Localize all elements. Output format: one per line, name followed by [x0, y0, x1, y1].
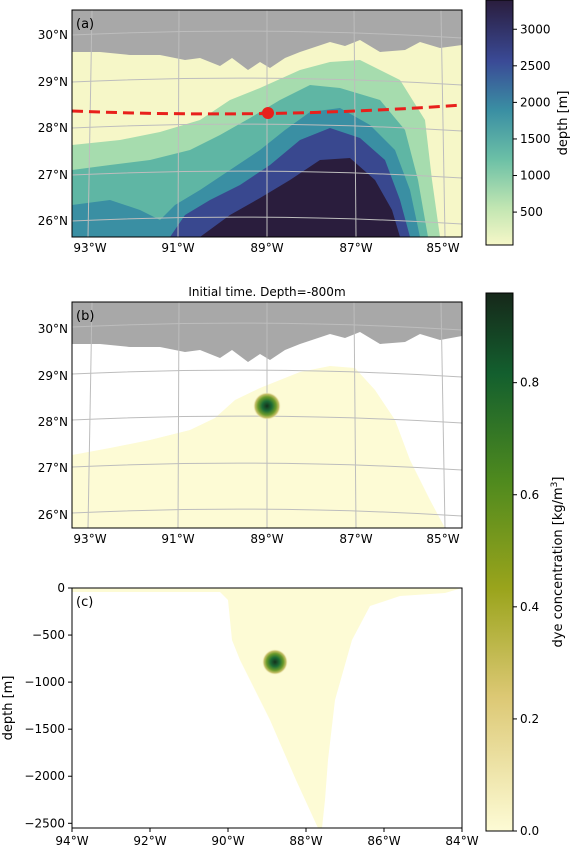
dye-patch-b — [253, 392, 281, 420]
dye-section-region — [72, 588, 462, 828]
panel-c-y-tick-label: −1500 — [24, 722, 65, 736]
depth-colorbar-tick-label: 2000 — [520, 95, 551, 109]
depth-colorbar-bar — [485, 0, 514, 246]
panel-c-x-tick-label: 92°W — [133, 834, 166, 848]
panel-c-y-ticks: 0 −500 −1000 −1500 −2000 −2500 — [24, 581, 72, 830]
panel-c-y-tick-label: −1000 — [24, 675, 65, 689]
dye-colorbar-bar — [485, 292, 514, 832]
panel-c-y-tick-label: −2000 — [24, 769, 65, 783]
panel-a-lat-ticks: 30°N 29°N 28°N 27°N 26°N — [38, 28, 68, 228]
lat-tick: 26°N — [38, 508, 68, 522]
section-marker — [262, 107, 274, 119]
lon-tick: 87°W — [339, 532, 372, 546]
panel-c: (c) 94°W 92°W 90°W 88°W 86°W 84°W 0 −500 −1000 −… — [1, 581, 479, 848]
panel-c-x-tick-label: 84°W — [445, 834, 478, 848]
panel-c-label: (c) — [76, 595, 93, 610]
lon-tick: 89°W — [250, 241, 283, 255]
panel-b-label: (b) — [76, 309, 94, 324]
lat-tick: 30°N — [38, 28, 68, 42]
panel-c-x-tick-label: 88°W — [289, 834, 322, 848]
depth-colorbar-label: depth [m] — [556, 91, 571, 156]
panel-c-x-ticks: 94°W 92°W 90°W 88°W 86°W 84°W — [55, 828, 479, 848]
lon-tick: 91°W — [161, 532, 194, 546]
panel-c-plot — [72, 588, 462, 828]
lat-tick: 27°N — [38, 461, 68, 475]
lon-tick: 93°W — [73, 241, 106, 255]
panel-b-title: Initial time. Depth=-800m — [188, 285, 345, 299]
panel-a: (a) 30°N 29°N 28°N 27°N 26°N 93°W 91°W 8… — [38, 9, 463, 255]
dye-colorbar-tick-label: 0.0 — [520, 824, 539, 838]
depth-colorbar-tick-label: 3000 — [520, 22, 551, 36]
panel-b: Initial time. Depth=-800m (b) 30°N — [38, 285, 463, 546]
graticule-a — [72, 10, 462, 237]
lat-tick: 26°N — [38, 214, 68, 228]
lon-tick: 93°W — [73, 532, 106, 546]
panel-b-frame — [71, 301, 463, 529]
lat-tick: 30°N — [38, 322, 68, 336]
panel-c-y-tick-label: −2500 — [24, 816, 65, 830]
panel-a-frame — [71, 9, 463, 238]
panel-a-label: (a) — [76, 17, 94, 32]
dye-colorbar: 0.0 0.2 0.4 0.6 0.8 dye concentration [kg/m3… — [485, 292, 566, 838]
panel-c-frame — [71, 587, 463, 829]
panel-b-lon-ticks: 93°W 91°W 89°W 87°W 85°W — [73, 532, 459, 546]
dye-colorbar-ticks: 0.0 0.2 0.4 0.6 0.8 — [513, 376, 539, 838]
panel-c-x-tick-label: 94°W — [55, 834, 88, 848]
lon-tick: 85°W — [426, 241, 459, 255]
depth-colorbar-tick-label: 500 — [520, 205, 543, 219]
panel-c-x-tick-label: 90°W — [211, 834, 244, 848]
dye-patch-c — [262, 649, 288, 675]
lat-tick: 27°N — [38, 168, 68, 182]
dye-colorbar-tick-label: 0.4 — [520, 600, 539, 614]
lat-tick: 28°N — [38, 121, 68, 135]
dye-colorbar-tick-label: 0.2 — [520, 712, 539, 726]
lat-tick: 28°N — [38, 415, 68, 429]
lat-tick: 29°N — [38, 75, 68, 89]
lon-tick: 91°W — [161, 241, 194, 255]
panel-b-lat-ticks: 30°N 29°N 28°N 27°N 26°N — [38, 322, 68, 522]
panel-a-map — [72, 10, 462, 237]
dye-background-region — [72, 366, 445, 528]
lon-tick: 85°W — [426, 532, 459, 546]
panel-c-y-tick-label: 0 — [57, 581, 65, 595]
dye-colorbar-tick-label: 0.8 — [520, 376, 539, 390]
depth-colorbar-tick-label: 1000 — [520, 169, 551, 183]
depth-colorbar-tick-label: 2500 — [520, 59, 551, 73]
depth-colorbar-tick-label: 1500 — [520, 132, 551, 146]
depth-colorbar-ticks: 500 1000 1500 2000 2500 3000 — [513, 22, 551, 219]
lon-tick: 89°W — [250, 532, 283, 546]
panel-b-map — [72, 302, 462, 528]
graticule-b — [72, 302, 462, 528]
panel-c-ylabel: depth [m] — [1, 676, 16, 741]
depth-colorbar: 500 1000 1500 2000 2500 3000 depth [m] — [485, 0, 571, 246]
panel-a-lon-ticks: 93°W 91°W 89°W 87°W 85°W — [73, 241, 459, 255]
lon-tick: 87°W — [339, 241, 372, 255]
lat-tick: 29°N — [38, 369, 68, 383]
panel-c-x-tick-label: 86°W — [367, 834, 400, 848]
dye-colorbar-label: dye concentration [kg/m3] — [550, 477, 566, 648]
dye-colorbar-tick-label: 0.6 — [520, 488, 539, 502]
panel-c-y-tick-label: −500 — [32, 628, 65, 642]
